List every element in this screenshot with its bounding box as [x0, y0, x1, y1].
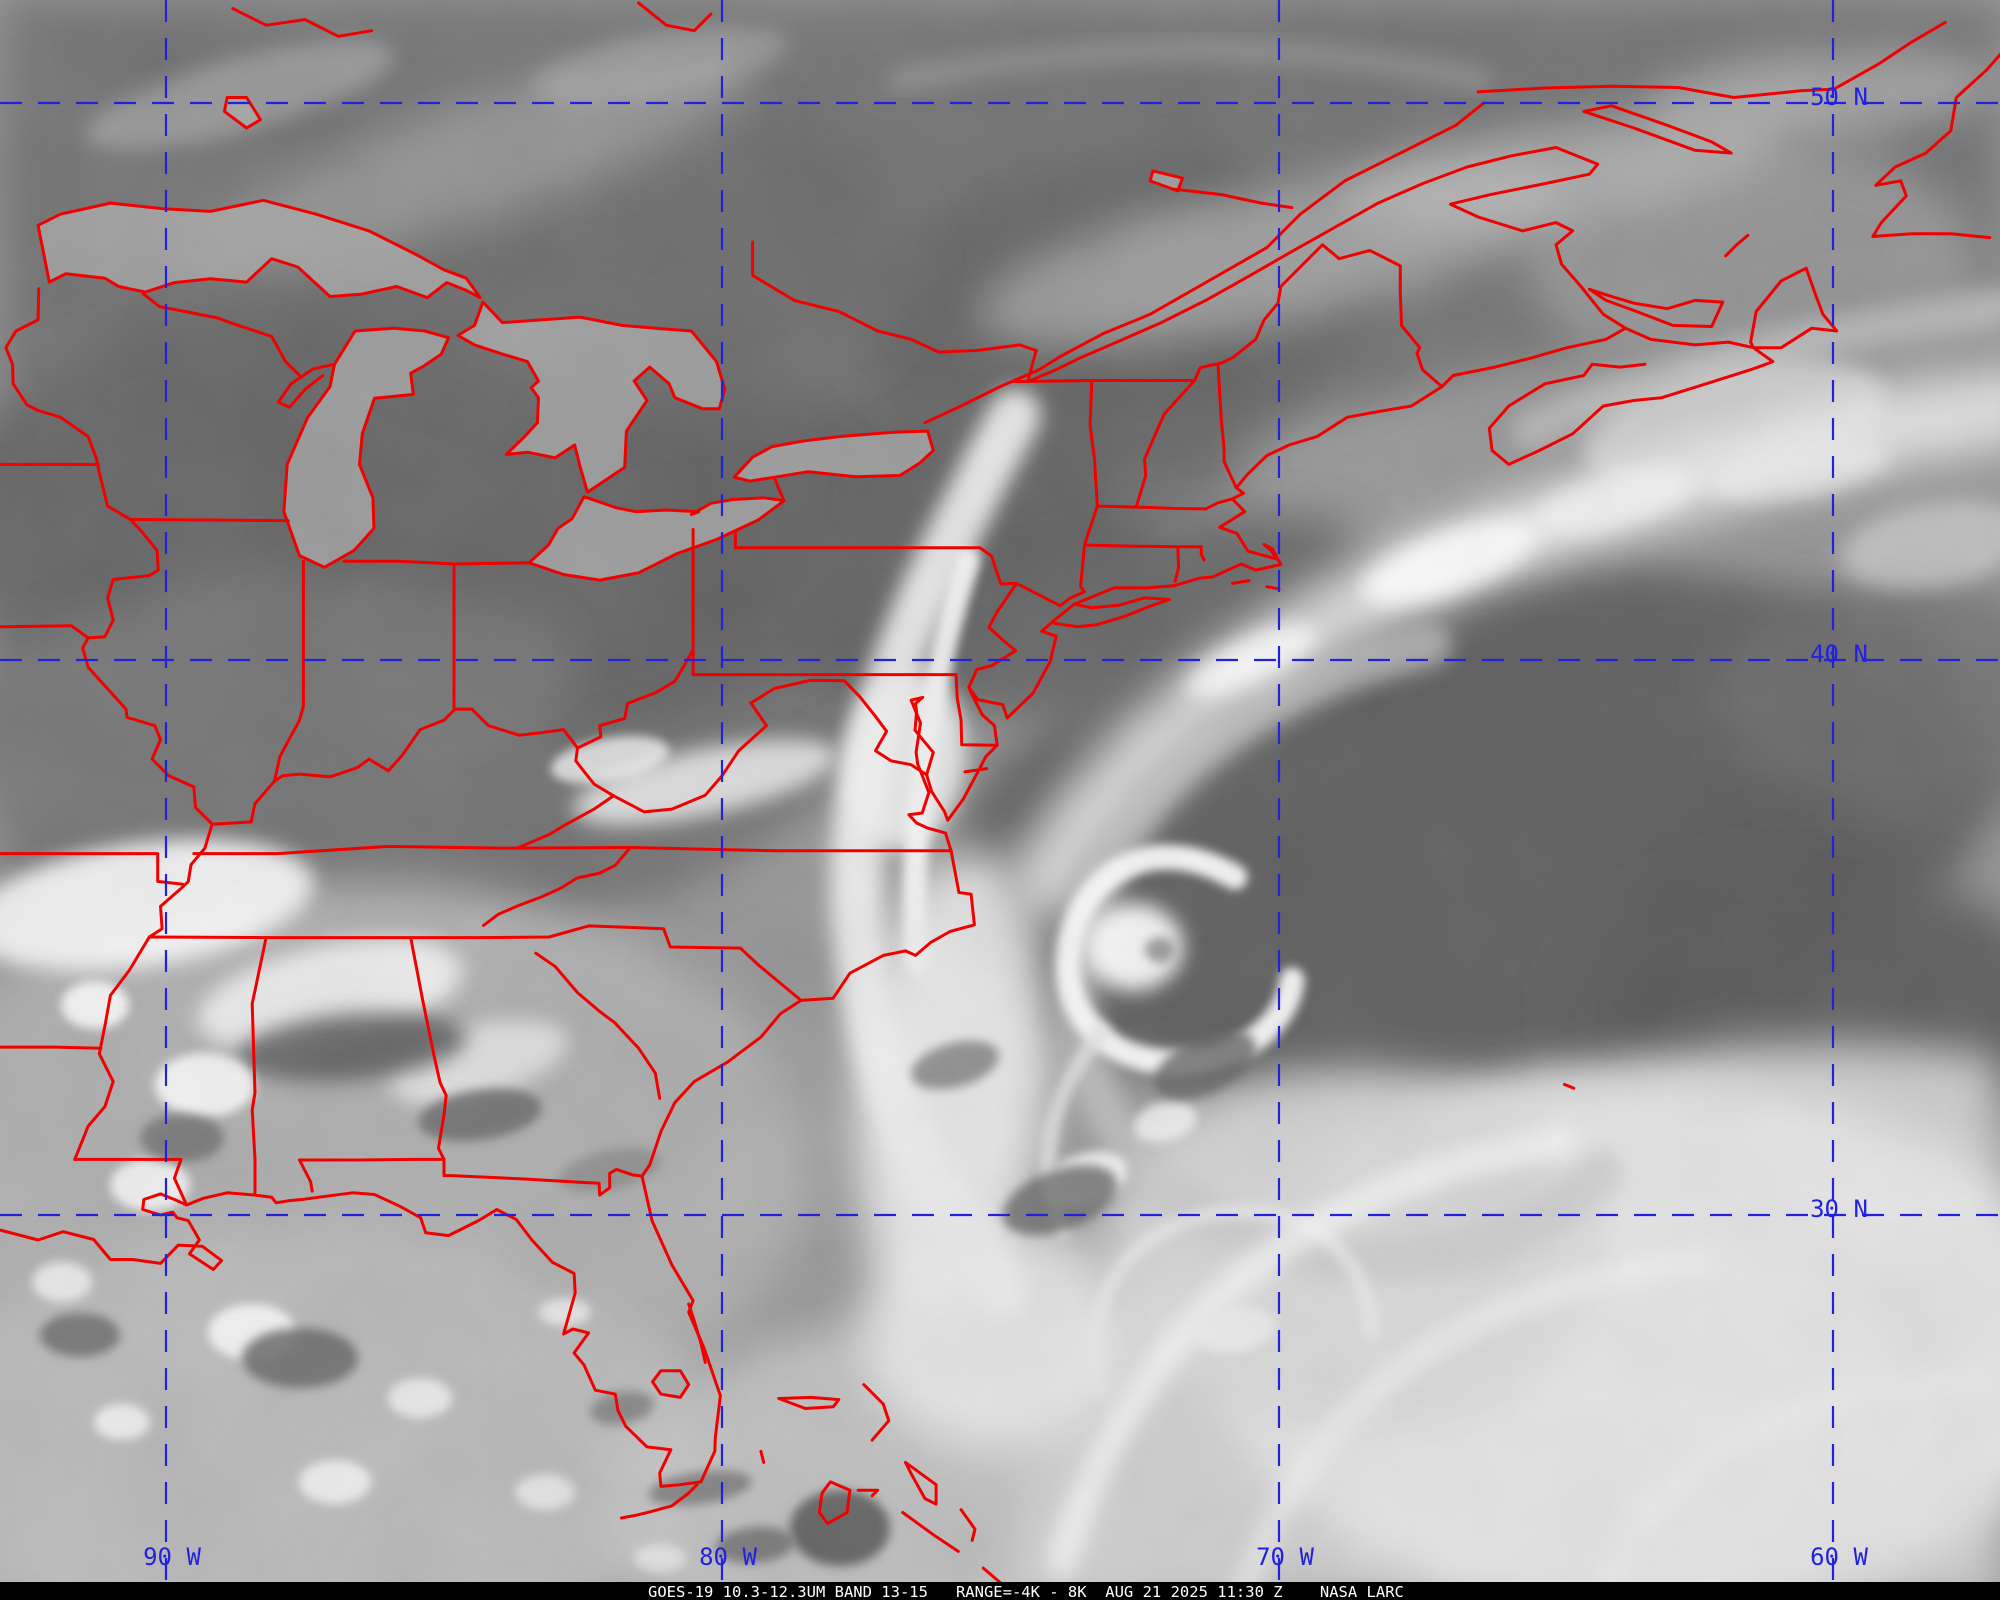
ga-sc-border — [534, 951, 662, 1100]
nova-scotia — [1487, 326, 1775, 466]
anticosti-island — [1582, 104, 1733, 155]
ma-south-border — [1083, 543, 1203, 549]
perdido-river — [298, 1158, 314, 1193]
caption-bar: GOES-19 10.3-12.3UM BAND 13-15 RANGE=-4K… — [0, 1582, 2000, 1600]
abaco-island — [862, 1383, 891, 1442]
wi-mi-border — [141, 292, 301, 377]
long-island — [1053, 596, 1172, 629]
latitude-label-50N: 50 N — [1810, 83, 1868, 111]
wi-il-border — [128, 518, 290, 523]
longitude-label-60W: 60 W — [1810, 1543, 1868, 1571]
ontario-north-lakes — [231, 7, 374, 38]
va-nc-border — [515, 846, 953, 853]
latitude-label-40N: 40 N — [1810, 640, 1868, 668]
newfoundland-south-coast — [1871, 232, 1992, 240]
tn-ga-al-ms-border — [147, 935, 484, 940]
niagara-river — [772, 476, 785, 501]
nc-sc-border — [480, 924, 803, 1002]
longitude-label-80W: 80 W — [699, 1543, 757, 1571]
fl-al-border — [298, 1157, 446, 1162]
long-island-bahamas — [981, 1566, 1002, 1582]
me-nh-border — [1216, 362, 1238, 490]
lower-mississippi-river — [73, 822, 214, 1161]
andros-island — [817, 1480, 852, 1526]
new-providence — [856, 1488, 880, 1498]
ky-va-border — [515, 794, 616, 850]
cat-island — [959, 1508, 977, 1542]
ottawa-river-border — [751, 240, 1038, 384]
fl-ga-border — [442, 1167, 644, 1197]
bimini — [759, 1449, 766, 1464]
upper-mississippi-river — [4, 287, 214, 826]
ma-north-border — [1095, 497, 1234, 511]
newfoundland-west-coast — [1871, 52, 2000, 238]
ar-la-border — [0, 1045, 103, 1050]
ri-ma-border — [1199, 545, 1206, 562]
grid-labels: 50 N 40 N 30 N 90 W 80 W 70 W 60 W — [143, 83, 1868, 1571]
mi-south-border — [342, 559, 532, 566]
grand-bahama — [777, 1395, 841, 1410]
caption-text: GOES-19 10.3-12.3UM BAND 13-15 RANGE=-4K… — [648, 1583, 1404, 1600]
ohio-river — [210, 648, 695, 826]
eleuthera — [904, 1460, 938, 1506]
james-bay-rivers — [637, 1, 713, 33]
wv-va-border — [612, 701, 768, 814]
md-va-shore-border — [963, 767, 989, 774]
latitude-label-30N: 30 N — [1810, 1195, 1868, 1223]
lake-michigan — [282, 326, 450, 569]
delaware-borders — [954, 673, 999, 747]
ia-mo-border — [0, 624, 90, 640]
marthas-vineyard — [1230, 579, 1251, 585]
cape-breton-island — [1749, 266, 1839, 350]
us-coastline — [0, 385, 1444, 1488]
indian-river-lagoon — [687, 1302, 707, 1364]
lake-nipigon — [222, 96, 262, 130]
nantucket — [1265, 585, 1281, 591]
prince-edward-island — [1587, 287, 1725, 328]
saguenay-river — [1173, 187, 1294, 210]
nc-tn-border — [482, 846, 632, 927]
lake-superior — [36, 198, 482, 300]
delaware-river — [967, 581, 1019, 689]
exuma-chain — [901, 1511, 960, 1553]
lac-saint-jean — [1148, 169, 1184, 193]
al-ga-border — [409, 936, 448, 1178]
longitude-label-90W: 90 W — [143, 1543, 201, 1571]
bermuda — [1562, 1082, 1576, 1090]
lake-ontario — [732, 429, 935, 483]
green-bay — [276, 362, 336, 409]
potomac-river — [749, 678, 929, 777]
ky-tn-border — [192, 844, 519, 856]
ms-la-border — [73, 1157, 189, 1207]
st-lawrence-south-shore — [1026, 146, 1627, 389]
us-canada-border — [1012, 243, 1444, 389]
ct-ri-border — [1173, 545, 1180, 583]
lake-erie — [527, 495, 786, 582]
lake-huron — [456, 300, 727, 494]
quebec-north-shore — [1476, 20, 1947, 99]
longitude-label-70W: 70 W — [1256, 1543, 1314, 1571]
ms-al-border — [250, 936, 268, 1195]
lake-okeechobee — [651, 1369, 691, 1399]
il-in-border — [272, 559, 305, 783]
florida-keys — [619, 1483, 699, 1520]
ny-pa-nj-border — [733, 531, 1062, 608]
wv-ky-border — [574, 746, 616, 798]
st-lawrence-north-shore — [923, 101, 1486, 425]
vt-nh-border — [1134, 379, 1197, 509]
iles-de-la-madeleine — [1724, 233, 1750, 258]
